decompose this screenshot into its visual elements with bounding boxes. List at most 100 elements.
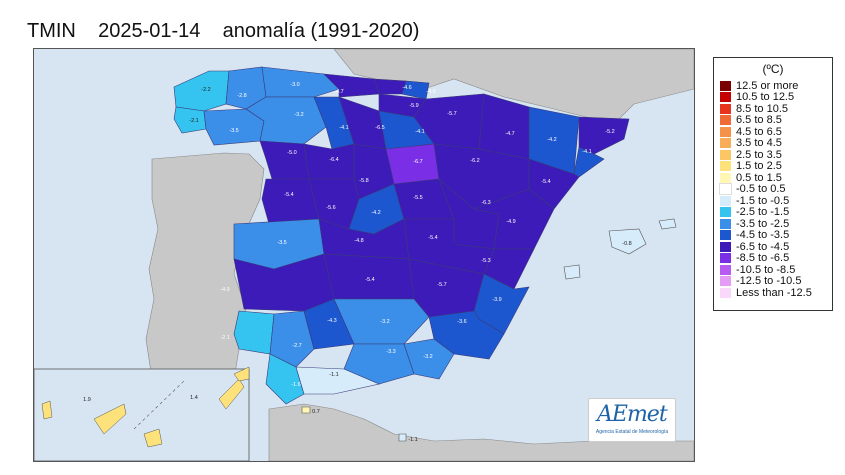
legend-row: -4.5 to -3.5	[720, 229, 812, 241]
value-madrid: -4.2	[371, 210, 380, 216]
region-cadiz	[265, 353, 305, 405]
map-frame: -2.2 -2.1 -2.8 -3.0 -3.2 -3.5 -4.7 -4.6 …	[33, 48, 695, 462]
legend-row: 0.5 to 1.5	[720, 172, 812, 184]
legend-swatch	[720, 126, 731, 137]
logo-subtitle: Agencia Estatal de Meteorología	[595, 429, 669, 435]
region-galicia-coast	[173, 106, 207, 134]
legend-swatch	[720, 149, 731, 160]
region-almeria	[403, 338, 455, 380]
legend-swatch	[720, 80, 731, 91]
legend-swatch	[720, 195, 731, 206]
title-date: 2025-01-14	[98, 20, 201, 42]
value-valladolid: -6.4	[329, 157, 338, 163]
legend-row: 8.5 to 10.5	[720, 103, 812, 115]
legend-swatch	[720, 138, 731, 149]
legend-label: -1.5 to -0.5	[736, 194, 790, 207]
title-variable: TMIN	[27, 20, 76, 42]
value-huelva: -2.1	[220, 335, 229, 341]
legend-row: 6.5 to 8.5	[720, 114, 812, 126]
canarias-fuerteventura	[218, 378, 245, 410]
legend-swatch	[720, 264, 731, 275]
value-valencia: -5.3	[481, 258, 490, 264]
baleares-mallorca	[608, 228, 647, 255]
region-malaga	[295, 366, 380, 395]
value-cuenca: -5.4	[428, 235, 437, 241]
legend-unit: (ºC)	[762, 62, 784, 76]
region-zamora	[259, 140, 310, 180]
canarias-lanzarote	[233, 366, 250, 382]
legend-label: 2.5 to 3.5	[736, 148, 782, 161]
value-bizkaia: -4.6	[402, 85, 411, 91]
legend-label: 3.5 to 4.5	[736, 137, 782, 150]
canarias-tenerife	[93, 403, 127, 435]
value-leon: -3.2	[294, 112, 303, 118]
value-jaen: -3.2	[380, 319, 389, 325]
legend-row: 3.5 to 4.5	[720, 137, 812, 150]
legend-row: 4.5 to 6.5	[720, 126, 812, 138]
value-burgos: -4.1	[339, 125, 348, 131]
legend-swatch	[720, 115, 731, 126]
legend-row: 12.5 or more	[720, 80, 812, 92]
value-alicante: -3.9	[492, 297, 501, 303]
legend-swatch	[720, 207, 731, 218]
canarias-inset	[34, 366, 250, 461]
value-larioja: -4.1	[415, 129, 424, 135]
aemet-logo: AEmet Agencia Estatal de Meteorología	[588, 398, 676, 442]
legend-label: 10.5 to 12.5	[736, 91, 795, 104]
value-salamanca: -5.4	[284, 192, 293, 198]
legend: (ºC) 12.5 or more 10.5 to 12.5 8.5 to 10.5…	[713, 57, 833, 311]
value-albacete: -5.7	[437, 282, 446, 288]
region-huelva	[233, 310, 275, 355]
value-avila: -5.6	[326, 205, 335, 211]
melilla-area	[398, 433, 407, 442]
canarias-la-palma	[41, 400, 53, 420]
value-canarias-east: 1.4	[190, 395, 198, 401]
legend-row: 1.5 to 2.5	[720, 160, 812, 173]
legend-swatch	[720, 276, 731, 287]
legend-label: -0.5 to 0.5	[736, 183, 786, 196]
legend-label: 12.5 or more	[736, 79, 799, 92]
legend-row: -1.5 to -0.5	[720, 195, 812, 207]
value-cordoba: -4.3	[327, 318, 336, 324]
value-ciudadreal: -5.4	[365, 277, 374, 283]
legend-list: 12.5 or more 10.5 to 12.5 8.5 to 10.5 6.5 t…	[719, 80, 812, 299]
region-sevilla	[269, 310, 315, 368]
value-gipuzkoa: -4.0	[426, 89, 435, 95]
value-ourense: -3.5	[229, 128, 238, 134]
legend-label: Less than -12.5	[736, 286, 812, 299]
value-galicia-coast: -2.1	[189, 118, 198, 124]
legend-row: -12.5 to -10.5	[720, 275, 812, 287]
legend-swatch	[720, 287, 731, 298]
spain-regions	[173, 66, 630, 405]
legend-row: 10.5 to 12.5	[720, 91, 812, 104]
value-zamora: -5.0	[287, 150, 296, 156]
legend-row: Less than -12.5	[720, 287, 812, 299]
title-description: anomalía (1991-2020)	[222, 20, 420, 42]
value-almeria: -3.2	[423, 354, 432, 360]
baleares-menorca	[658, 218, 677, 230]
portugal-land	[145, 152, 265, 380]
region-values: -2.2 -2.1 -2.8 -3.0 -3.2 -3.5 -4.7 -4.6 …	[83, 82, 632, 443]
legend-swatch	[720, 161, 731, 172]
legend-label: -3.5 to -2.5	[736, 217, 790, 230]
africa-land	[268, 403, 694, 461]
region-tarragona	[528, 158, 580, 210]
legend-label: -2.5 to -1.5	[736, 206, 790, 219]
legend-label: 0.5 to 1.5	[736, 171, 782, 184]
legend-label: 1.5 to 2.5	[736, 160, 782, 173]
legend-swatch	[720, 218, 731, 229]
value-toledo: -4.8	[354, 238, 363, 244]
legend-swatch	[719, 183, 732, 196]
value-galicia-west: -2.2	[201, 87, 210, 93]
value-cantabria: -4.7	[334, 89, 343, 95]
legend-row: -6.5 to -4.5	[720, 241, 812, 253]
logo-name: AEmet	[597, 402, 668, 427]
region-granada	[343, 343, 415, 385]
value-murcia: -3.6	[457, 319, 466, 325]
value-teruel: -6.3	[481, 200, 490, 206]
value-guadalajara: -5.5	[413, 195, 422, 201]
legend-swatch	[720, 230, 731, 241]
legend-label: 4.5 to 6.5	[736, 125, 782, 138]
value-barcelona: -4.1	[582, 149, 591, 155]
legend-row: -10.5 to -8.5	[720, 264, 812, 276]
